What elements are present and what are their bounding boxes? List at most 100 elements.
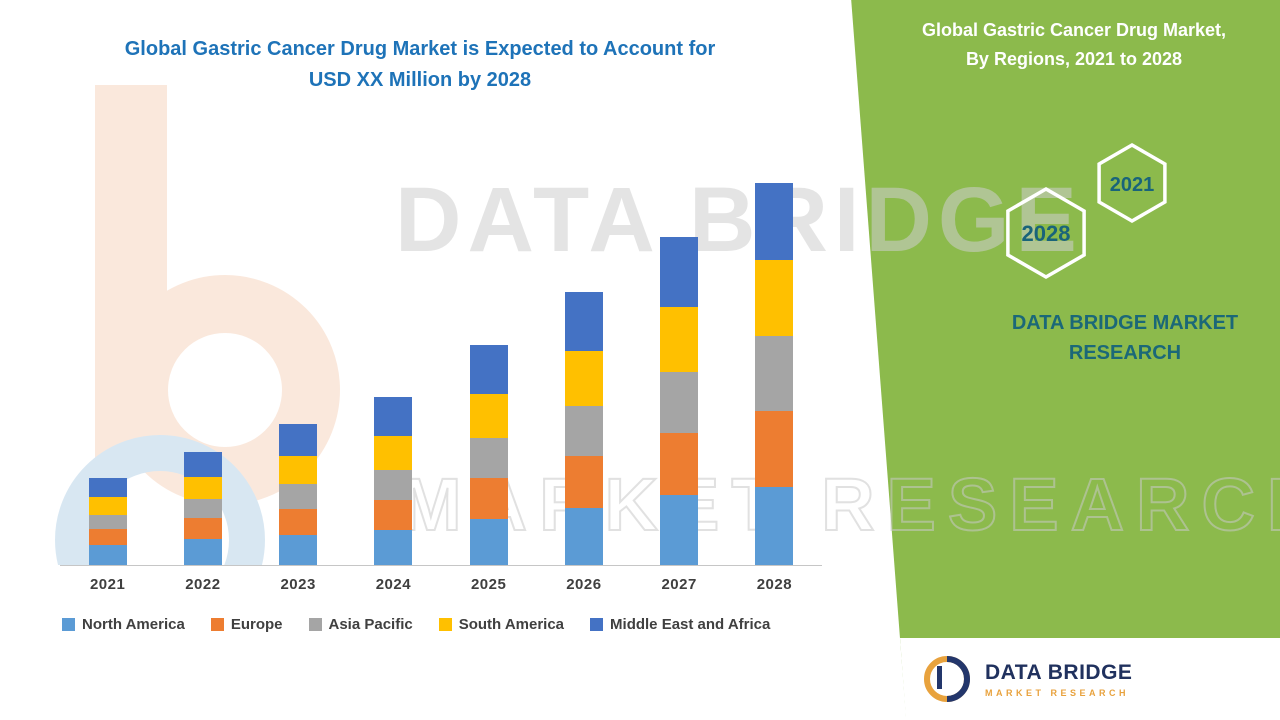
segment-middle-east-and-africa [755,183,794,260]
legend-item: South America [438,616,565,633]
legend-item: Asia Pacific [308,616,413,633]
segment-south-america [374,436,413,470]
watermark-text-market-research: MARKET RESEARCH [399,462,1280,547]
segment-south-america [88,497,127,515]
watermark-logo [40,80,360,565]
chart-title-line1: Global Gastric Cancer Drug Market is Exp… [124,38,716,60]
segment-asia-pacific [469,438,508,478]
stacked-bar [469,345,508,565]
legend-swatch [590,618,604,631]
segment-north-america [660,495,699,565]
segment-middle-east-and-africa [564,292,603,351]
x-axis-label: 2021 [89,576,126,593]
stacked-bar [564,292,603,565]
bar-column-2021: 2021 [60,170,155,593]
segment-middle-east-and-africa [183,452,222,477]
segment-south-america [279,456,318,484]
bar-column-2026: 2026 [536,170,631,593]
segment-europe [469,478,508,519]
segment-middle-east-and-africa [469,345,508,394]
chart-title: Global Gastric Cancer Drug Market is Exp… [60,34,780,96]
year-hexagons: 2028 2021 [1006,142,1167,280]
segment-north-america [279,535,318,565]
segment-middle-east-and-africa [374,397,413,436]
stacked-bar [279,424,318,565]
segment-north-america [88,545,127,565]
legend-label: South America [458,616,565,633]
hexagon-2021-label: 2021 [1110,174,1155,196]
footer-logo-text: DATA BRIDGE MARKET RESEARCH [985,661,1132,698]
legend-swatch [210,618,224,631]
bar-column-2023: 2023 [251,170,346,593]
segment-asia-pacific [660,372,699,433]
segment-asia-pacific [564,406,603,456]
segment-europe [279,509,318,535]
segment-south-america [469,394,508,438]
segment-europe [88,529,127,545]
segment-south-america [755,260,794,336]
segment-north-america [755,487,794,565]
segment-south-america [660,307,699,372]
chart-title-line2: USD XX Million by 2028 [308,69,532,91]
green-panel-brand-line2: RESEARCH [1068,342,1182,364]
bar-column-2027: 2027 [632,170,727,593]
footer-logo-brand: DATA BRIDGE [985,660,1133,684]
segment-europe [183,518,222,539]
stacked-bar [183,452,222,565]
legend-label: Asia Pacific [328,616,413,633]
segment-middle-east-and-africa [88,478,127,497]
legend-label: Europe [230,616,283,633]
segment-north-america [469,519,508,565]
green-panel-title-line1: Global Gastric Cancer Drug Market, [921,20,1227,40]
legend-label: Middle East and Africa [610,616,771,633]
green-panel-brand-line1: DATA BRIDGE MARKET [1011,312,1239,334]
hexagon-2021 [1097,142,1167,224]
segment-asia-pacific [183,499,222,518]
stacked-bar [660,237,699,565]
legend-swatch [308,618,322,631]
legend-item: Europe [210,616,283,633]
hexagon-2028-label: 2028 [1022,221,1071,246]
x-axis-label: 2024 [375,576,412,593]
x-axis-label: 2023 [280,576,316,593]
segment-middle-east-and-africa [660,237,699,307]
x-axis-label: 2022 [185,576,221,593]
segment-middle-east-and-africa [279,424,318,456]
legend-swatch [438,618,452,631]
x-axis-label: 2025 [470,576,507,593]
legend: North America Europe Asia Pacific South Ame… [62,616,770,633]
hexagon-2028 [1006,186,1086,280]
segment-asia-pacific [755,336,794,411]
segment-europe [660,433,699,495]
stacked-bar [374,397,413,565]
green-panel-title: Global Gastric Cancer Drug Market, By Re… [876,16,1272,74]
footer-logo-sub: MARKET RESEARCH [985,687,1130,698]
segment-south-america [564,351,603,406]
watermark-text-data-bridge: DATA BRIDGE [395,169,1083,271]
x-axis-label: 2028 [756,576,793,593]
segment-europe [374,500,413,530]
bar-column-2022: 2022 [155,170,250,593]
stacked-bar [88,478,127,565]
footer-logo-band: DATA BRIDGE MARKET RESEARCH [900,638,1280,720]
legend-item: North America [62,616,185,633]
data-bridge-logo-icon [924,656,970,702]
legend-label: North America [82,616,185,633]
plot-area: 2021 2022 2023 2024 2025 2026 2027 2028 [60,170,822,593]
green-panel-brand: DATA BRIDGE MARKET RESEARCH [960,308,1280,368]
segment-europe [755,411,794,487]
segment-asia-pacific [88,515,127,529]
legend-swatch [62,618,75,631]
x-axis-label: 2027 [661,576,697,593]
segment-asia-pacific [279,484,318,509]
segment-south-america [183,477,222,499]
segment-north-america [374,530,413,565]
bar-column-2025: 2025 [441,170,536,593]
segment-europe [564,456,603,508]
segment-asia-pacific [374,470,413,500]
x-axis-label: 2026 [566,576,602,593]
segment-north-america [564,508,603,565]
segment-north-america [183,539,222,565]
